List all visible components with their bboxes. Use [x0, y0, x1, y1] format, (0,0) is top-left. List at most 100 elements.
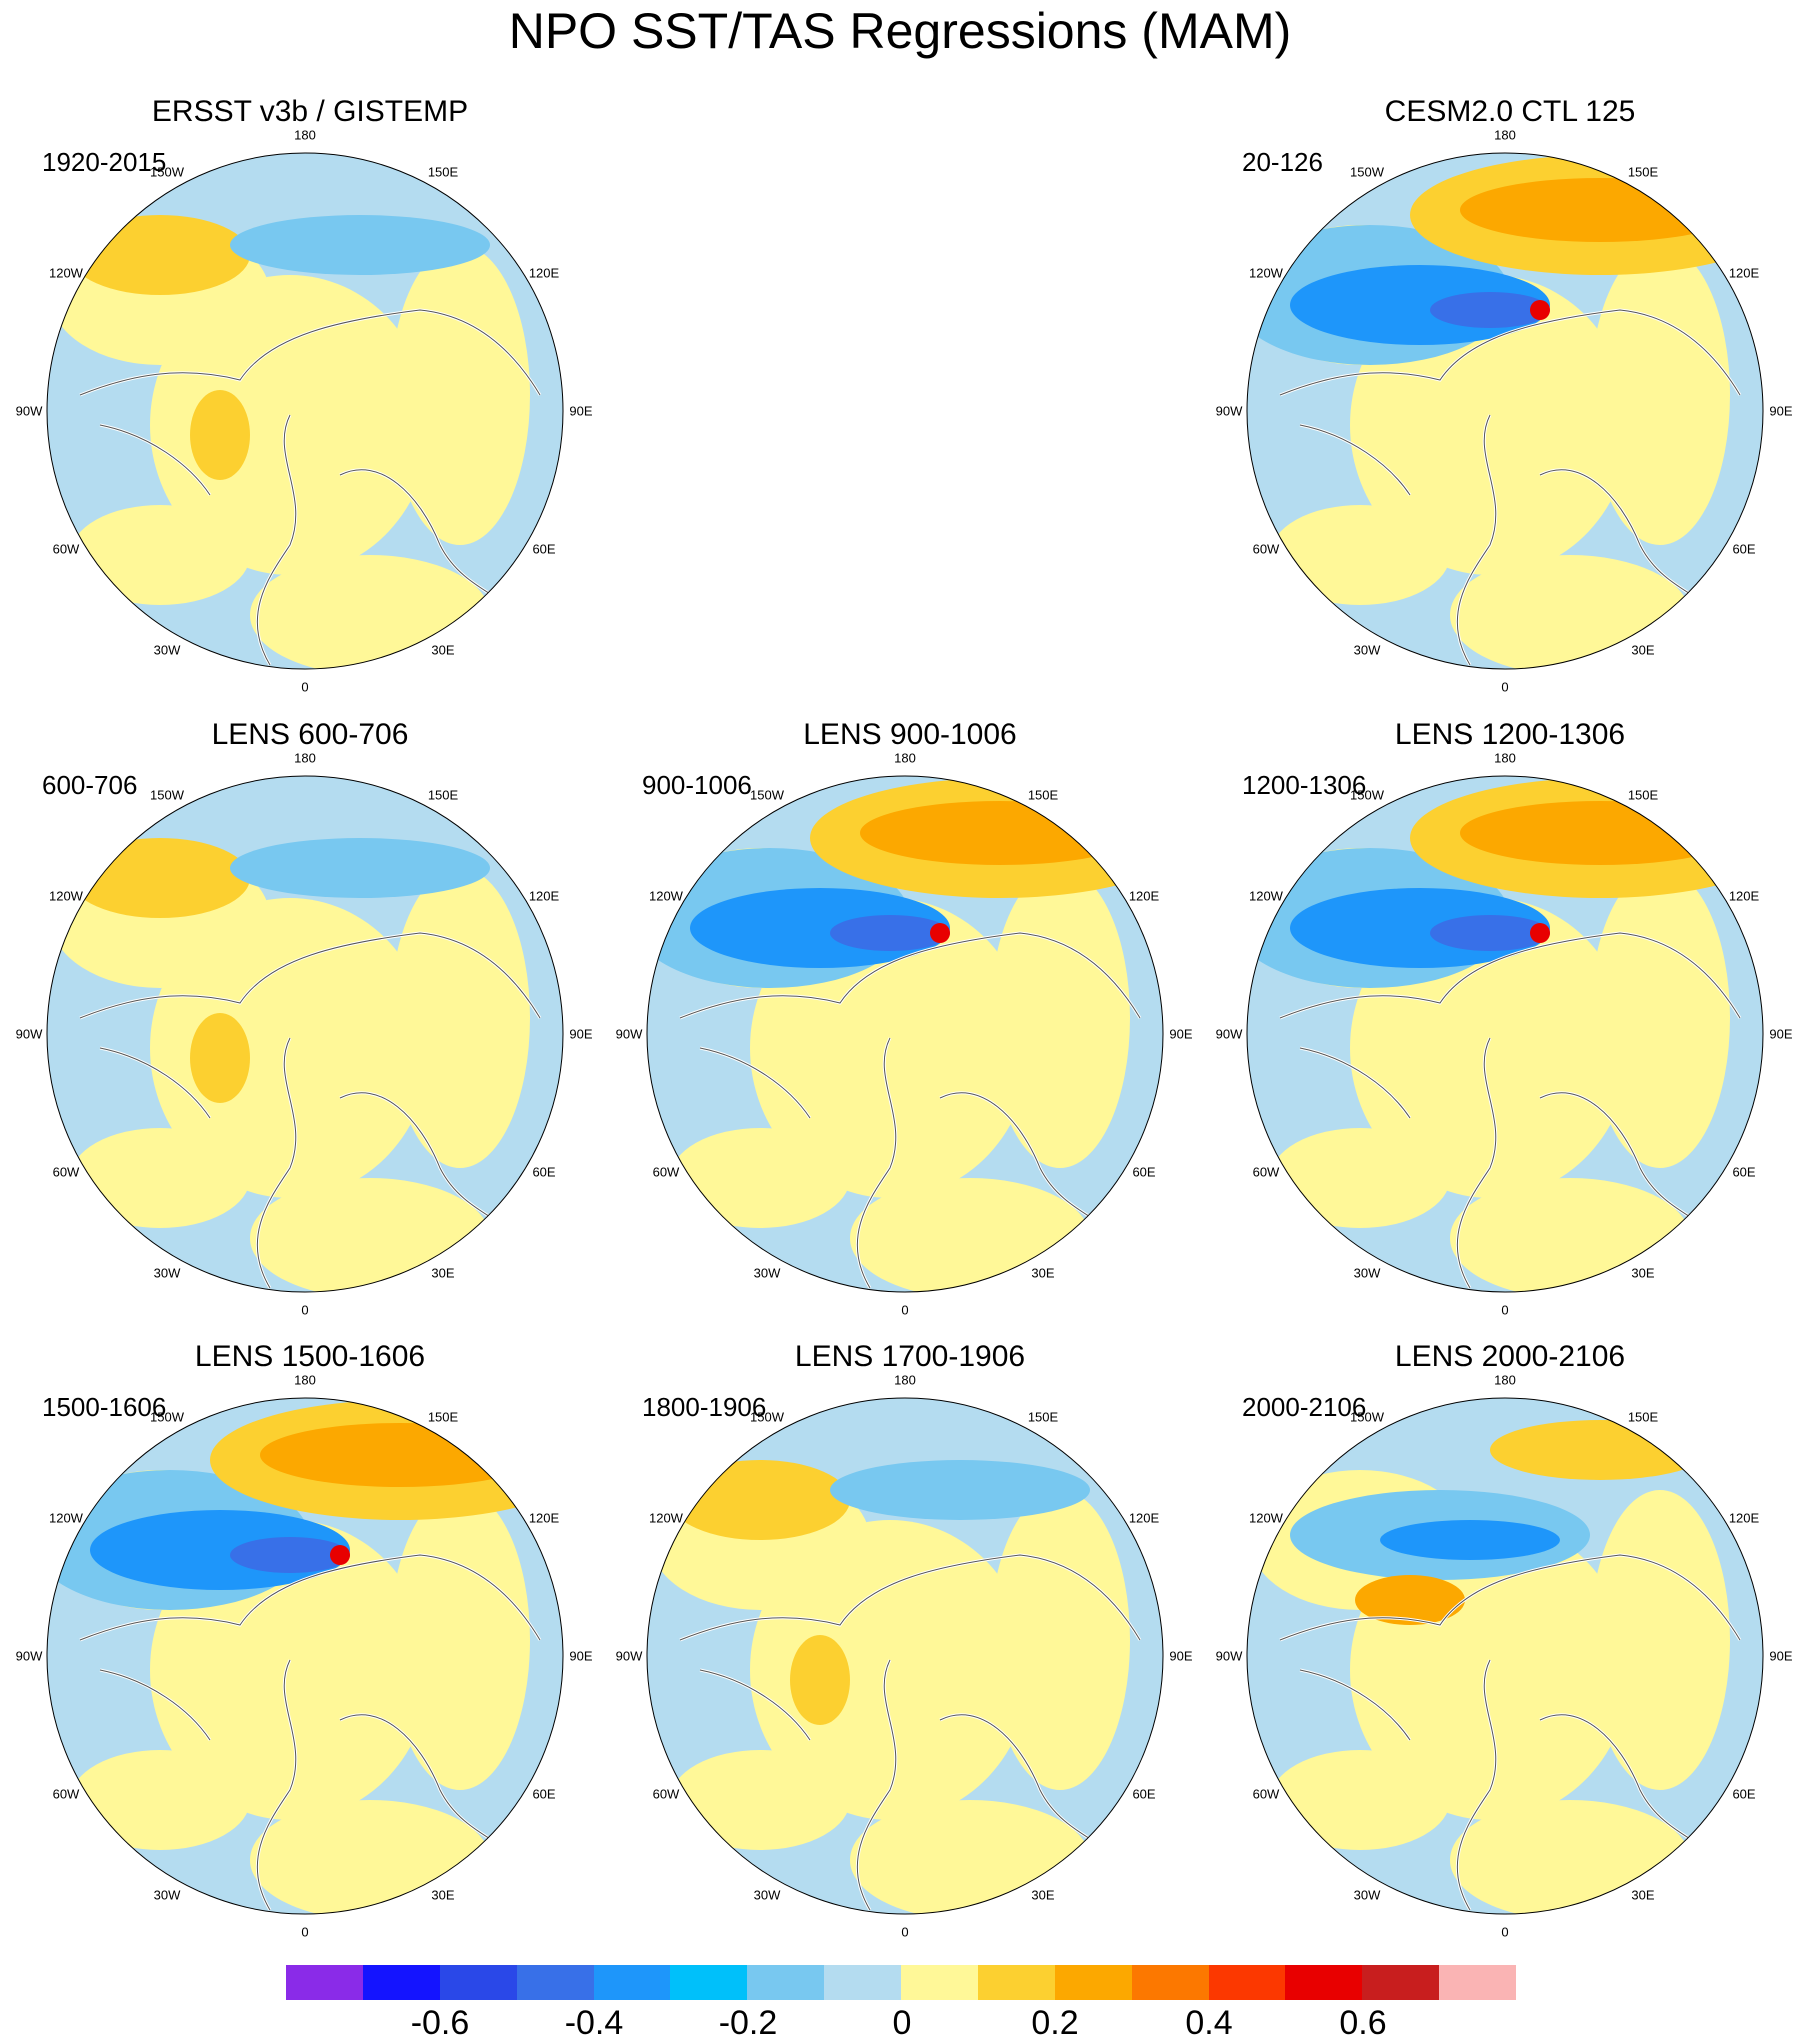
- longitude-label: 60W: [1252, 1164, 1280, 1180]
- coastline: [1279, 932, 1741, 1289]
- contour-region: [1460, 801, 1740, 865]
- colorbar-swatch: [901, 1965, 978, 2000]
- longitude-label: 180: [1494, 127, 1516, 143]
- longitude-label: 150E: [427, 787, 459, 803]
- contour-region: [230, 1537, 350, 1573]
- longitude-label: 120E: [1728, 265, 1760, 281]
- panel-title: LENS 900-1006: [803, 718, 1017, 751]
- longitude-label: 60E: [1132, 1786, 1156, 1802]
- contour-region: [70, 1128, 250, 1228]
- longitude-label: 60E: [532, 541, 556, 557]
- longitude-label: 0: [301, 1924, 309, 1940]
- longitude-label: 120E: [1728, 1510, 1760, 1526]
- panel-period: 600-706: [42, 770, 138, 800]
- longitude-label: 150W: [150, 787, 184, 803]
- panel-lens1700: LENS 1700-1906 1800-1906 180 150E 120E 90E 6…: [616, 1340, 1193, 1940]
- longitude-label: 180: [294, 127, 316, 143]
- longitude-label: 30E: [1031, 1887, 1055, 1903]
- colorbar-label: 0.2: [1031, 2004, 1079, 2042]
- contour-region: [670, 1128, 850, 1228]
- longitude-label: 120W: [1248, 888, 1283, 904]
- colorbar-swatch: [977, 1965, 1055, 2000]
- contour-region: [830, 915, 950, 951]
- polar-map: [1246, 1397, 1764, 1915]
- contour-region: [670, 1460, 850, 1540]
- longitude-label: 60W: [1252, 541, 1280, 557]
- longitude-label: 60W: [652, 1164, 680, 1180]
- longitude-label: 0: [901, 1924, 909, 1940]
- contour-region: [70, 1750, 250, 1850]
- coastline: [679, 932, 1141, 1289]
- contour-region: [1430, 292, 1550, 328]
- colorbar-swatch: [1208, 1965, 1286, 2000]
- longitude-label: 120W: [48, 888, 83, 904]
- panel-title: ERSST v3b / GISTEMP: [151, 95, 469, 128]
- contour-region: [330, 1545, 350, 1565]
- colorbar-swatch: [593, 1965, 671, 2000]
- longitude-label: 150W: [1350, 1409, 1384, 1425]
- map-border: [1246, 1397, 1764, 1915]
- longitude-label: 60W: [52, 1786, 80, 1802]
- panel-period: 2000-2106: [1242, 1392, 1367, 1422]
- colorbar: [286, 1965, 1516, 2000]
- contour-region: [70, 838, 250, 918]
- longitude-label: 180: [894, 750, 916, 766]
- panel-ersst: ERSST v3b / GISTEMP 1920-2015 180 150E 120…: [16, 95, 593, 695]
- contour-region: [1380, 1520, 1560, 1560]
- contour-region: [1270, 1128, 1450, 1228]
- longitude-label: 90W: [15, 1026, 43, 1042]
- longitude-label: 180: [894, 1372, 916, 1388]
- polar-map: [46, 152, 564, 670]
- contour-region: [1530, 923, 1550, 943]
- longitude-label: 180: [294, 750, 316, 766]
- polar-map: [1246, 775, 1764, 1293]
- panel-period: 1500-1606: [42, 1392, 167, 1422]
- coastline: [79, 1554, 541, 1911]
- contour-region: [1590, 1490, 1730, 1790]
- longitude-label: 60W: [652, 1786, 680, 1802]
- panel-period: 900-1006: [642, 770, 752, 800]
- longitude-label: 30W: [753, 1265, 781, 1281]
- longitude-label: 90E: [1769, 1026, 1793, 1042]
- longitude-label: 150E: [1627, 1409, 1659, 1425]
- contour-region: [390, 868, 530, 1168]
- longitude-label: 60E: [532, 1164, 556, 1180]
- panel-title: LENS 600-706: [211, 718, 409, 751]
- longitude-label: 150E: [1627, 164, 1659, 180]
- colorbar-labels: -0.6 -0.4 -0.2 0 0.2 0.4 0.6: [0, 2004, 1800, 2044]
- panel-period: 1800-1906: [642, 1392, 767, 1422]
- longitude-label: 90E: [1169, 1026, 1193, 1042]
- panel-period: 20-126: [1242, 147, 1323, 177]
- figure-title: NPO SST/TAS Regressions (MAM): [508, 3, 1292, 59]
- colorbar-swatch: [1285, 1965, 1363, 2000]
- longitude-label: 150W: [1350, 164, 1384, 180]
- contour-region: [70, 215, 250, 295]
- longitude-label: 150W: [1350, 787, 1384, 803]
- longitude-label: 60W: [1252, 1786, 1280, 1802]
- contour-region: [1270, 505, 1450, 605]
- coastline: [1279, 309, 1741, 666]
- longitude-label: 30E: [1631, 1265, 1655, 1281]
- colorbar-label: -0.2: [718, 2004, 778, 2042]
- longitude-label: 30E: [1631, 642, 1655, 658]
- longitude-label: 30E: [431, 1265, 455, 1281]
- colorbar-label: 0: [892, 2004, 912, 2042]
- longitude-label: 0: [1501, 679, 1509, 695]
- longitude-label: 90E: [1169, 1648, 1193, 1664]
- colorbar-swatch: [286, 1965, 363, 2000]
- contour-region: [230, 215, 490, 275]
- longitude-label: 30W: [1353, 1887, 1381, 1903]
- longitude-label: 60W: [52, 1164, 80, 1180]
- longitude-label: 90E: [569, 1026, 593, 1042]
- contour-region: [990, 1490, 1130, 1790]
- longitude-label: 90W: [1215, 403, 1243, 419]
- panel-lens1500: LENS 1500-1606 1500-1606 180 150E 120E 90E 6…: [16, 1340, 593, 1940]
- longitude-label: 90E: [569, 403, 593, 419]
- coastline: [1279, 1554, 1741, 1911]
- contour-region: [190, 390, 250, 480]
- contour-region: [190, 1013, 250, 1103]
- longitude-label: 30E: [431, 1887, 455, 1903]
- panel-lens600: LENS 600-706 600-706 180 150E 120E 90E 60E 30…: [16, 718, 593, 1318]
- longitude-label: 60E: [1732, 1164, 1756, 1180]
- longitude-label: 30W: [1353, 1265, 1381, 1281]
